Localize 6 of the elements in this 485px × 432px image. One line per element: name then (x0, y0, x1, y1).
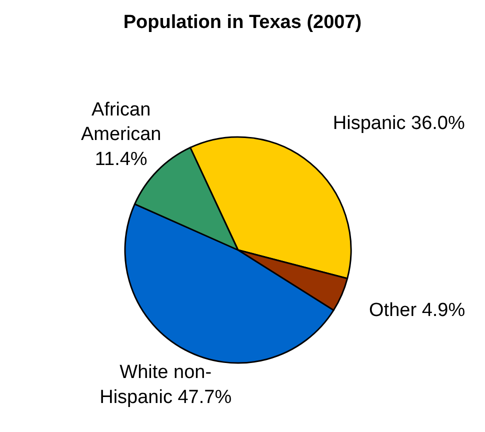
slice-label: African American (80, 100, 162, 146)
chart-title: Population in Texas (2007) (123, 12, 362, 33)
data-label: 11.4% (94, 148, 148, 170)
slice-label: White non-Hispanic 47.7% (100, 362, 232, 408)
slice-label: Hispanic 36.0% (332, 113, 466, 134)
slice-label: Other 4.9% (369, 300, 466, 322)
